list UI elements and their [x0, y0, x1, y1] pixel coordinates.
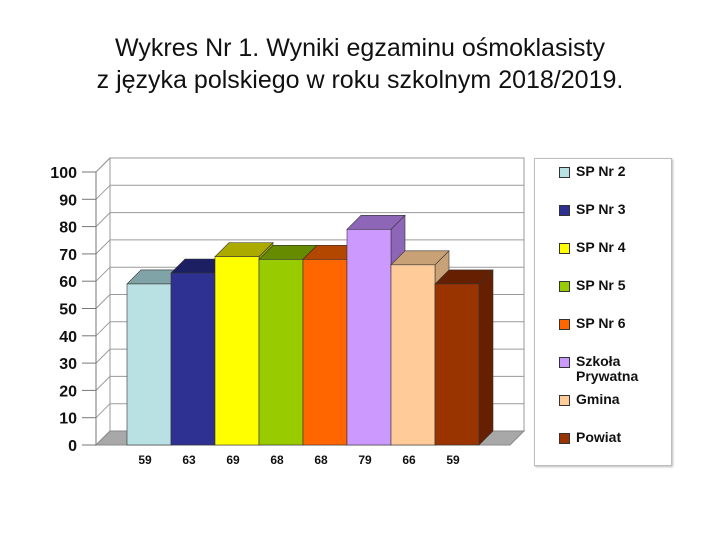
data-label: 68	[270, 453, 284, 467]
legend-label: SP Nr 2	[576, 163, 626, 179]
gridline-side	[95, 376, 111, 391]
legend-item: SP Nr 5	[559, 278, 626, 293]
y-tick-label: 80	[59, 220, 77, 237]
legend-item: SP Nr 2	[559, 164, 626, 179]
y-tick-label: 60	[59, 274, 77, 291]
gridline-side	[95, 321, 111, 337]
legend-swatch	[559, 281, 570, 292]
bar	[126, 283, 172, 446]
gridline-side	[95, 157, 111, 173]
legend-item: Powiat	[559, 430, 621, 445]
data-label: 69	[226, 453, 240, 467]
y-tick-label: 30	[59, 356, 77, 373]
bar	[214, 256, 260, 446]
legend-swatch	[559, 243, 570, 254]
y-tick-label: 10	[59, 411, 77, 428]
data-label: 59	[446, 453, 460, 467]
legend-swatch	[559, 433, 570, 444]
legend-label: SP Nr 4	[576, 239, 626, 255]
chart-title-line-1: Wykres Nr 1. Wyniki egzaminu ośmoklasist…	[115, 34, 605, 62]
legend-label: SP Nr 5	[576, 277, 626, 293]
bar	[170, 272, 216, 446]
data-label: 68	[314, 453, 328, 467]
legend-swatch	[559, 395, 570, 406]
gridline-side	[95, 403, 111, 419]
legend-item: Szkoła Prywatna	[559, 354, 638, 384]
bar	[346, 229, 392, 446]
data-label: 63	[182, 453, 196, 467]
legend-label: Gmina	[576, 391, 620, 407]
bar	[390, 264, 436, 446]
legend-swatch	[559, 357, 570, 368]
y-tick-label: 100	[50, 165, 77, 182]
legend-label: SP Nr 6	[576, 315, 626, 331]
gridline-side	[95, 348, 111, 364]
data-label: 79	[358, 453, 372, 467]
bar	[434, 283, 480, 446]
legend-item: SP Nr 4	[559, 240, 626, 255]
legend-item: SP Nr 6	[559, 316, 626, 331]
bar-side	[478, 269, 494, 446]
legend-swatch	[559, 319, 570, 330]
gridline-side	[95, 266, 111, 282]
legend-label: Powiat	[576, 429, 622, 445]
legend-label: Szkoła Prywatna	[576, 353, 639, 384]
legend-swatch	[559, 205, 570, 216]
y-tick-label: 90	[59, 192, 77, 209]
bar	[258, 259, 304, 446]
data-label: 66	[402, 453, 416, 467]
y-tick-label: 70	[59, 247, 77, 264]
bar	[302, 259, 348, 446]
gridline-side	[95, 294, 111, 309]
y-tick-label: 50	[59, 302, 77, 319]
gridline-side	[95, 184, 111, 200]
legend-item: SP Nr 3	[559, 202, 626, 217]
gridline-side	[95, 239, 111, 255]
y-tick-label: 40	[59, 329, 77, 346]
y-tick-label: 0	[68, 438, 77, 455]
legend-item: Gmina	[559, 392, 620, 407]
y-tick-label: 20	[59, 383, 77, 400]
chart-title: Wykres Nr 1. Wyniki egzaminu ośmoklasist…	[0, 32, 720, 96]
legend-label: SP Nr 3	[576, 201, 626, 217]
legend-swatch	[559, 167, 570, 178]
chart-title-line-2: z języka polskiego w roku szkolnym 2018/…	[96, 66, 624, 94]
chart-legend: SP Nr 2 SP Nr 3 SP Nr 4 SP Nr 5 SP Nr 6 Szkoł…	[534, 158, 672, 466]
gridline-side	[95, 212, 111, 227]
data-label: 59	[138, 453, 152, 467]
